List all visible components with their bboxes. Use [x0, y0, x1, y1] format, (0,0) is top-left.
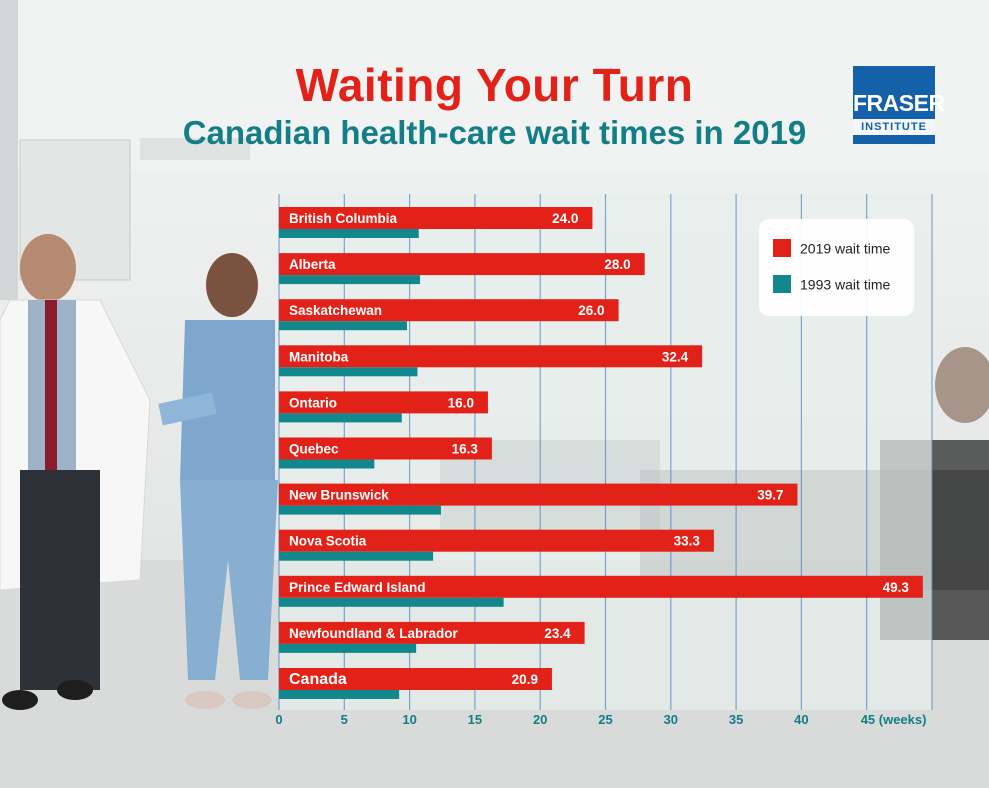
- x-tick-label-5: 5: [341, 712, 348, 727]
- bar-2019-saskatchewan: [279, 299, 619, 322]
- value-label-ontario: 16.0: [448, 395, 474, 410]
- bar-2019-prince-edward-island: [279, 575, 923, 598]
- value-label-saskatchewan: 26.0: [578, 303, 604, 318]
- bar-2019-manitoba: [279, 345, 703, 368]
- category-label-saskatchewan: Saskatchewan: [289, 303, 382, 318]
- bar-2019-canada: [279, 668, 552, 690]
- bar-1993-alberta: [279, 275, 421, 285]
- legend-label-1993: 1993 wait time: [800, 276, 891, 293]
- category-label-quebec: Quebec: [289, 442, 339, 457]
- bar-2019-ontario: [279, 391, 488, 414]
- bar-1993-british-columbia: [279, 229, 419, 238]
- logo-sub: INSTITUTE: [853, 119, 935, 135]
- category-label-alberta: Alberta: [289, 257, 336, 272]
- category-label-british-columbia: British Columbia: [289, 211, 397, 226]
- legend-item-2019: 2019 wait time: [773, 239, 890, 261]
- bar-1993-ontario: [279, 413, 402, 423]
- bar-2019-nova-scotia: [279, 529, 714, 552]
- bar-1993-manitoba: [279, 367, 418, 377]
- value-label-canada: 20.9: [512, 672, 538, 687]
- bar-2019-british-columbia: [279, 207, 593, 229]
- x-tick-label-10: 10: [402, 712, 416, 727]
- x-tick-label-45: 45 (weeks): [861, 712, 927, 727]
- legend-swatch-1993: [773, 275, 791, 294]
- value-label-alberta: 28.0: [604, 257, 630, 272]
- legend-label-2019: 2019 wait time: [800, 240, 891, 257]
- value-label-manitoba: 32.4: [662, 349, 689, 364]
- logo-name: FRASER: [853, 90, 945, 116]
- category-label-new-brunswick: New Brunswick: [289, 488, 389, 503]
- fraser-institute-logo: FRASER INSTITUTE: [853, 66, 945, 144]
- chart-title: Waiting Your Turn: [295, 59, 694, 111]
- x-tick-label-30: 30: [664, 712, 678, 727]
- bar-1993-nova-scotia: [279, 551, 434, 561]
- value-label-british-columbia: 24.0: [552, 211, 578, 226]
- x-tick-label-20: 20: [533, 712, 547, 727]
- x-tick-label-40: 40: [794, 712, 808, 727]
- category-label-nova-scotia: Nova Scotia: [289, 534, 367, 549]
- chart-subtitle: Canadian health-care wait times in 2019: [182, 114, 807, 151]
- value-label-prince-edward-island: 49.3: [883, 580, 910, 595]
- bar-1993-saskatchewan: [279, 321, 407, 331]
- x-tick-label-35: 35: [729, 712, 743, 727]
- category-label-prince-edward-island: Prince Edward Island: [289, 580, 426, 595]
- legend: 2019 wait time 1993 wait time: [759, 219, 914, 316]
- legend-item-1993: 1993 wait time: [773, 275, 890, 297]
- category-label-manitoba: Manitoba: [289, 349, 349, 364]
- value-label-new-brunswick: 39.7: [757, 488, 783, 503]
- bar-1993-newfoundland-labrador: [279, 643, 417, 653]
- x-tick-label-15: 15: [468, 712, 482, 727]
- bar-2019-new-brunswick: [279, 483, 798, 506]
- bar-1993-prince-edward-island: [279, 597, 504, 607]
- category-label-newfoundland-labrador: Newfoundland & Labrador: [289, 626, 458, 641]
- bar-2019-alberta: [279, 253, 645, 276]
- bar-1993-quebec: [279, 459, 375, 469]
- bar-1993-canada: [279, 690, 400, 699]
- value-label-nova-scotia: 33.3: [674, 534, 701, 549]
- x-tick-label-25: 25: [598, 712, 612, 727]
- value-label-quebec: 16.3: [452, 442, 479, 457]
- value-label-newfoundland-labrador: 23.4: [544, 626, 571, 641]
- bar-2019-newfoundland-labrador: [279, 621, 585, 644]
- category-label-canada: Canada: [289, 671, 347, 688]
- category-label-ontario: Ontario: [289, 395, 337, 410]
- x-tick-label-0: 0: [275, 712, 282, 727]
- legend-swatch-2019: [773, 239, 791, 258]
- bar-2019-quebec: [279, 437, 492, 460]
- bar-1993-new-brunswick: [279, 505, 441, 515]
